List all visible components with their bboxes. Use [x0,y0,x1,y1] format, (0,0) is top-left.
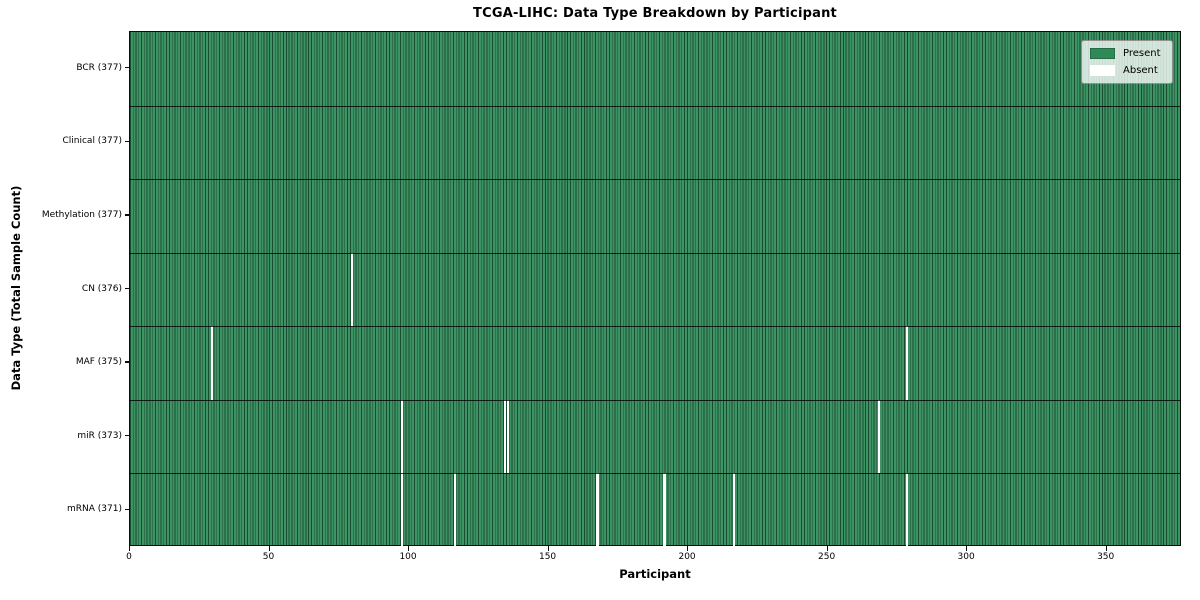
y-tick-mark [124,508,129,510]
legend-entry-absent: Absent [1090,65,1164,76]
x-tick-label: 150 [538,552,557,562]
x-tick-label: 250 [818,552,836,562]
absent-cell-marker [878,399,881,474]
x-tick-label: 50 [262,552,275,562]
y-tick-label: mRNA (371) [67,504,122,515]
legend-entry-present: Present [1090,48,1164,59]
y-tick-label: Clinical (377) [62,136,122,147]
absent-cell-marker [905,473,909,547]
absent-cell-marker [211,326,214,400]
absent-cell-marker [905,326,909,400]
absent-cell-marker [453,473,457,547]
legend-present-label: Present [1123,47,1161,59]
x-tick-mark [966,546,968,551]
x-tick-mark [408,546,410,551]
y-tick-mark [124,140,129,142]
x-tick-mark [826,546,828,551]
x-axis-label: Participant [619,567,691,581]
heatmap-row-Methylation [130,179,1180,253]
absent-cell-marker [400,473,404,547]
row-separator [130,399,1180,401]
row-separator [130,105,1180,107]
y-tick-mark [124,214,129,216]
y-tick-label: miR (373) [77,430,122,441]
x-tick-label: 100 [399,552,417,562]
x-tick-mark [547,546,549,551]
y-tick-label: CN (376) [81,283,122,294]
legend-absent-swatch [1090,65,1115,76]
heatmap-row-MAF [130,326,1180,400]
x-tick-label: 200 [678,552,696,562]
absent-cell-marker [596,473,599,547]
absent-cell-marker [663,473,666,547]
heatmap-row-Clinical [130,106,1180,180]
y-tick-label: Methylation (377) [41,209,122,220]
x-tick-label: 0 [126,552,132,562]
y-tick-label: MAF (375) [75,357,122,368]
y-tick-label: BCR (377) [76,62,122,73]
y-tick-mark [124,67,129,69]
x-tick-label: 300 [957,552,975,562]
legend-absent-label: Absent [1123,64,1158,76]
x-tick-mark [129,546,131,551]
legend-present-swatch [1090,48,1115,59]
y-tick-mark [124,287,129,290]
y-tick-mark [124,435,129,437]
heatmap-row-BCR [130,32,1180,106]
absent-cell-marker [732,473,736,547]
x-tick-mark [687,546,689,551]
row-separator [130,326,1180,328]
absent-cell-marker [350,252,353,327]
chart-title: TCGA-LIHC: Data Type Breakdown by Partic… [473,6,837,21]
x-tick-mark [1105,546,1107,551]
absent-cell-marker [506,399,510,474]
heatmap-row-CN [130,252,1180,327]
legend: Present Absent [1081,40,1173,84]
absent-cell-marker [400,399,404,474]
heatmap-row-mRNA [130,473,1180,547]
row-separator [130,473,1180,475]
x-tick-label: 350 [1097,552,1115,562]
row-separator [130,252,1180,254]
row-separator [130,179,1180,181]
heatmap-row-miR [130,399,1180,474]
y-tick-mark [124,361,129,363]
x-tick-mark [268,546,270,551]
plot-area: Present Absent [129,31,1181,547]
absent-cell-marker [504,399,507,474]
